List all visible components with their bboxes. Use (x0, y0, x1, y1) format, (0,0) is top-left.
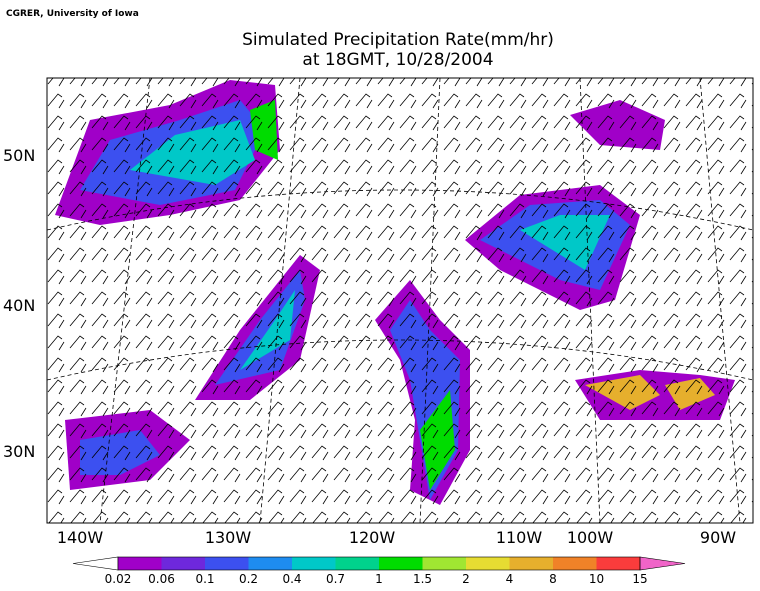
lon-label: 140W (57, 528, 104, 547)
colorbar-label: 0.7 (326, 572, 345, 586)
colorbar-label: 0.06 (148, 572, 175, 586)
lon-label: 90W (700, 528, 736, 547)
colorbar-over (639, 556, 686, 571)
lat-label: 50N (3, 146, 35, 165)
lon-label: 120W (349, 528, 396, 547)
colorbar-segment (596, 557, 640, 570)
colorbar-label: 15 (632, 572, 647, 586)
title-line: at 18GMT, 10/28/2004 (302, 50, 493, 70)
colorbar-segment (205, 557, 249, 570)
lon-label: 110W (496, 528, 543, 547)
colorbar-frame (117, 556, 641, 571)
colorbar-label: 0.2 (239, 572, 258, 586)
colorbar-segment (379, 557, 423, 570)
colorbar-segment (466, 557, 510, 570)
colorbar-label: 8 (549, 572, 557, 586)
colorbar-segment (335, 557, 379, 570)
map-area (46, 77, 754, 524)
lon-label: 130W (205, 528, 252, 547)
colorbar-label: 0.02 (105, 572, 132, 586)
colorbar-segment (553, 557, 597, 570)
axis-labels: 140W 130W 120W 110W 100W 90W 50N 40N 30N (3, 146, 736, 547)
colorbar-segment (292, 557, 336, 570)
colorbar-segment (118, 557, 162, 570)
colorbar-label: 1.5 (413, 572, 432, 586)
colorbar-label: 4 (506, 572, 514, 586)
colorbar: 0.02 0.06 0.1 0.2 0.4 0.7 1 1.5 2 4 8 10 15 (72, 556, 686, 586)
colorbar-segment (161, 557, 205, 570)
title-line: Simulated Precipitation Rate(mm/hr) (242, 30, 554, 50)
graticule (46, 77, 754, 524)
colorbar-segment (422, 557, 466, 570)
colorbar-label: 1 (375, 572, 383, 586)
colorbar-label: 2 (462, 572, 470, 586)
credit: CGRER, University of Iowa (6, 9, 139, 19)
lat-label: 30N (3, 442, 35, 461)
lat-label: 40N (3, 296, 35, 315)
colorbar-label: 10 (589, 572, 604, 586)
colorbar-under (72, 556, 119, 571)
wind-barbs (47, 78, 753, 523)
colorbar-label: 0.4 (282, 572, 301, 586)
lon-label: 100W (567, 528, 614, 547)
colorbar-segment (509, 557, 553, 570)
colorbar-label: 0.1 (195, 572, 214, 586)
colorbar-segment (248, 557, 292, 570)
